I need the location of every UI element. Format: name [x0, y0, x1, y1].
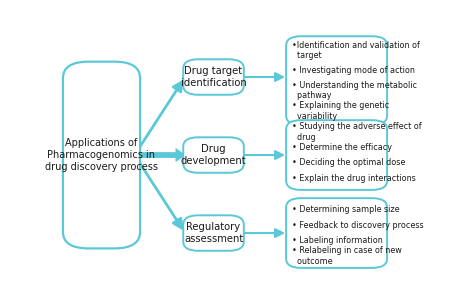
FancyBboxPatch shape: [286, 198, 387, 268]
FancyBboxPatch shape: [286, 36, 387, 125]
FancyBboxPatch shape: [286, 120, 387, 190]
Text: • Determining sample size: • Determining sample size: [292, 205, 400, 214]
Text: • Labeling information: • Labeling information: [292, 236, 383, 245]
Text: • Deciding the optimal dose: • Deciding the optimal dose: [292, 158, 406, 167]
Polygon shape: [138, 149, 185, 161]
Text: Regulatory
assessment: Regulatory assessment: [184, 222, 243, 244]
Text: • Relabeling in case of new
  outcome: • Relabeling in case of new outcome: [292, 247, 402, 266]
Text: • Investigating mode of action: • Investigating mode of action: [292, 66, 415, 75]
Text: Applications of
Pharmacogenomics in
drug discovery process: Applications of Pharmacogenomics in drug…: [45, 138, 158, 172]
Text: Drug target
identification: Drug target identification: [181, 66, 246, 88]
FancyBboxPatch shape: [183, 215, 244, 251]
Text: • Explaining the genetic
  variability: • Explaining the genetic variability: [292, 101, 390, 121]
FancyBboxPatch shape: [63, 62, 140, 248]
Text: • Studying the adverse effect of
  drug: • Studying the adverse effect of drug: [292, 122, 422, 142]
Text: • Understanding the metabolic
  pathway: • Understanding the metabolic pathway: [292, 81, 417, 100]
Text: Drug
development: Drug development: [181, 144, 246, 166]
Text: • Explain the drug interactions: • Explain the drug interactions: [292, 174, 416, 183]
Text: •Identification and validation of
  target: •Identification and validation of target: [292, 41, 420, 60]
Text: • Feedback to discovery process: • Feedback to discovery process: [292, 221, 424, 230]
FancyBboxPatch shape: [183, 59, 244, 95]
FancyBboxPatch shape: [183, 137, 244, 173]
Text: • Determine the efficacy: • Determine the efficacy: [292, 143, 392, 152]
